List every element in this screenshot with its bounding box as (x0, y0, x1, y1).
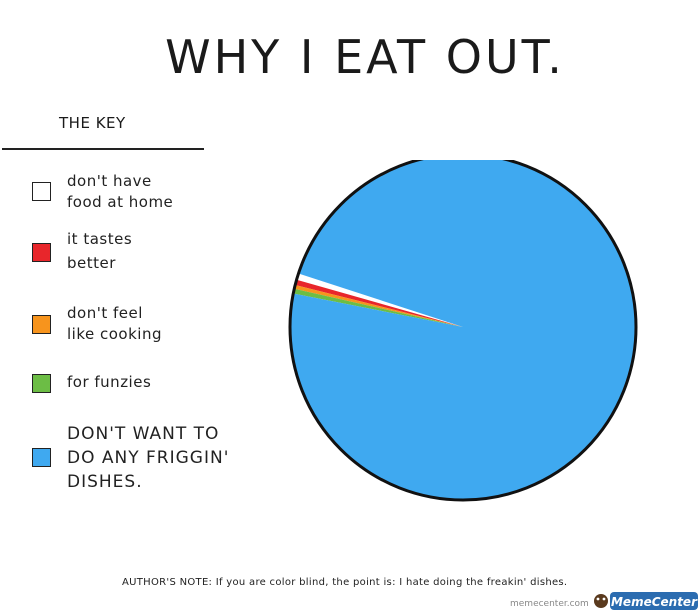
legend-label-line: better (67, 254, 116, 272)
legend-swatch (32, 182, 51, 201)
pie-slice-0 (296, 273, 463, 327)
legend-label: don't feel like cooking (67, 303, 267, 345)
legend-label-line: don't feel (67, 304, 143, 322)
legend-label-line: it tastes (67, 230, 133, 248)
legend-label-line: like cooking (67, 325, 162, 343)
memecenter-logo: MemeCenter (594, 592, 698, 610)
pie-chart (288, 160, 638, 502)
legend-label-line: for funzies (67, 373, 152, 391)
legend-label-line: DISHES. (67, 472, 143, 492)
legend-label: for funzies (67, 372, 267, 393)
logo-wordmark: MemeCenter (611, 595, 698, 609)
legend-label-line: food at home (67, 193, 174, 211)
legend-label: DON'T WANT TO DO ANY FRIGGIN' DISHES. (67, 422, 267, 494)
pie-slice-4 (289, 160, 636, 501)
pie-outline (288, 160, 638, 502)
key-title: THE KEY (59, 114, 126, 132)
legend-swatch (32, 315, 51, 334)
legend-swatch (32, 374, 51, 393)
legend-label-line: DON'T WANT TO (67, 424, 220, 444)
pie-slice-2 (294, 285, 463, 327)
key-divider (2, 148, 204, 150)
pie-slice-1 (295, 279, 463, 327)
legend-swatch (32, 448, 51, 467)
legend-label: don't have food at home (67, 171, 267, 213)
watermark-url: memecenter.com (510, 599, 589, 609)
legend-label-line: DO ANY FRIGGIN' (67, 448, 230, 468)
chart-title: WHY I EAT OUT. (165, 30, 565, 84)
author-note: AUTHOR'S NOTE: If you are color blind, t… (122, 577, 568, 588)
legend-label-line: don't have (67, 172, 152, 190)
legend-label: it tastes better (67, 229, 267, 274)
legend-swatch (32, 243, 51, 262)
pie-slice-3 (293, 288, 463, 327)
